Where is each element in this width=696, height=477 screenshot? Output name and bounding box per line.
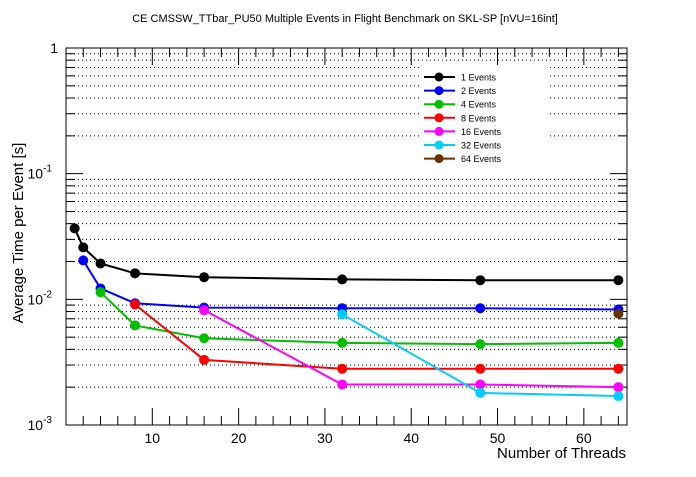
data-point xyxy=(95,258,106,269)
series-8-events xyxy=(130,299,624,374)
data-point xyxy=(475,387,486,398)
legend-label: 64 Events xyxy=(461,154,502,164)
data-point xyxy=(613,275,624,286)
data-point xyxy=(475,339,486,350)
legend-marker xyxy=(434,140,444,150)
legend: 1 Events 2 Events 4 Events 8 Events 16 Event… xyxy=(422,66,550,168)
data-point xyxy=(130,268,141,279)
legend-marker xyxy=(434,99,444,109)
series-2-events xyxy=(78,255,624,315)
y-tick-label: 1 xyxy=(50,40,58,56)
data-point xyxy=(199,305,210,316)
series-line xyxy=(82,259,619,311)
data-point xyxy=(78,255,89,266)
series-4-events xyxy=(95,287,624,350)
legend-label: 32 Events xyxy=(461,141,502,151)
data-point xyxy=(69,223,80,234)
data-point xyxy=(475,275,486,286)
data-point xyxy=(337,379,348,390)
y-axis-label: Average Time per Event [s] xyxy=(10,143,27,324)
series-64-events xyxy=(613,308,624,319)
data-point xyxy=(613,391,624,402)
legend-label: 16 Events xyxy=(461,127,502,137)
legend-label: 2 Events xyxy=(461,86,497,96)
legend-marker xyxy=(434,72,444,82)
plot-frame xyxy=(65,47,628,426)
x-tick-label: 10 xyxy=(145,430,161,446)
series-line xyxy=(99,291,619,346)
data-point xyxy=(199,272,210,283)
data-point xyxy=(475,363,486,374)
data-point xyxy=(475,379,486,390)
series-line xyxy=(73,227,619,282)
series-1-events xyxy=(69,223,624,286)
data-point xyxy=(613,308,624,319)
data-point xyxy=(130,320,141,331)
x-tick-label: 60 xyxy=(576,430,592,446)
x-tick-label: 20 xyxy=(231,430,247,446)
series-group xyxy=(69,223,624,402)
data-point xyxy=(78,242,89,253)
data-point xyxy=(613,382,624,393)
legend-marker xyxy=(434,113,444,123)
legend-marker xyxy=(434,86,444,96)
data-point xyxy=(199,333,210,344)
legend-label: 4 Events xyxy=(461,100,497,110)
y-tick-label: 10-3 xyxy=(28,415,53,433)
data-point xyxy=(475,303,486,314)
data-point xyxy=(337,274,348,285)
x-axis-label: Number of Threads xyxy=(497,445,626,462)
series-line xyxy=(203,309,619,389)
data-point xyxy=(337,337,348,348)
data-point xyxy=(613,363,624,374)
axes: 10-3 10-2 10-1 1 10 20 30 40 50 60 xyxy=(28,40,628,446)
data-point xyxy=(199,354,210,365)
y-tick-label: 10-1 xyxy=(28,164,53,182)
legend-label: 8 Events xyxy=(461,113,497,123)
x-tick-label: 40 xyxy=(403,430,419,446)
series-32-events xyxy=(337,309,624,402)
data-point xyxy=(337,363,348,374)
data-point xyxy=(337,309,348,320)
legend-marker xyxy=(434,154,444,164)
x-tick-label: 30 xyxy=(317,430,333,446)
series-16-events xyxy=(199,305,624,393)
x-tick-label: 50 xyxy=(490,430,506,446)
data-point xyxy=(95,287,106,298)
y-tick-label: 10-2 xyxy=(28,289,53,307)
legend-label: 1 Events xyxy=(461,73,497,83)
legend-marker xyxy=(434,126,444,136)
data-point xyxy=(130,299,141,310)
data-point xyxy=(613,337,624,348)
chart-title: CE CMSSW_TTbar_PU50 Multiple Events in F… xyxy=(132,13,558,25)
grid xyxy=(66,53,627,388)
